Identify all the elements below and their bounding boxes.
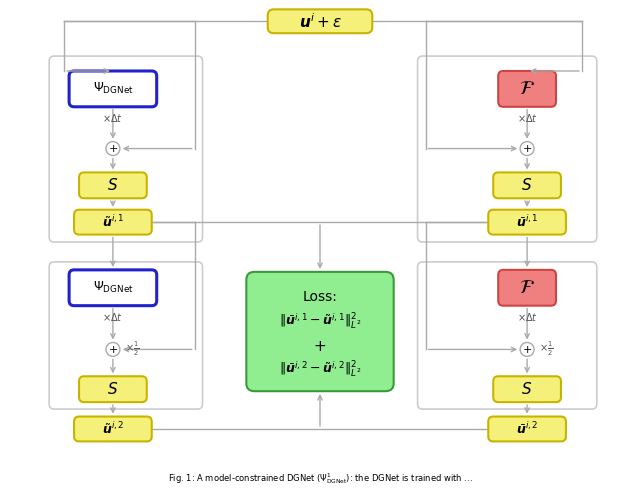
- Text: $\|\bar{\boldsymbol{u}}^{i,2} - \tilde{\boldsymbol{u}}^{i,2}\|^2_{L^2}$: $\|\bar{\boldsymbol{u}}^{i,2} - \tilde{\…: [279, 359, 361, 380]
- FancyBboxPatch shape: [493, 172, 561, 198]
- Text: $\bar{\boldsymbol{u}}^{i,1}$: $\bar{\boldsymbol{u}}^{i,1}$: [516, 214, 538, 230]
- Text: $\times \Delta t$: $\times \Delta t$: [102, 311, 124, 323]
- FancyBboxPatch shape: [69, 71, 157, 107]
- Text: $\Psi_\mathrm{DGNet}$: $\Psi_\mathrm{DGNet}$: [93, 280, 133, 295]
- Text: $+$: $+$: [108, 143, 118, 154]
- FancyBboxPatch shape: [488, 416, 566, 442]
- Text: $\mathcal{F}$: $\mathcal{F}$: [519, 80, 535, 98]
- Text: $\times\frac{1}{2}$: $\times\frac{1}{2}$: [125, 339, 140, 358]
- FancyBboxPatch shape: [246, 272, 394, 391]
- Text: $S$: $S$: [522, 381, 532, 397]
- Text: $\times \Delta t$: $\times \Delta t$: [102, 112, 124, 124]
- FancyBboxPatch shape: [493, 376, 561, 402]
- Text: $\times \Delta t$: $\times \Delta t$: [516, 112, 538, 124]
- Text: Fig. 1: A model-constrained DGNet ($\Psi^1_\mathrm{DGNet}$): the DGNet is traine: Fig. 1: A model-constrained DGNet ($\Psi…: [168, 471, 472, 486]
- Text: $+$: $+$: [108, 344, 118, 355]
- FancyBboxPatch shape: [498, 270, 556, 306]
- Text: $+$: $+$: [522, 143, 532, 154]
- Text: $\times \Delta t$: $\times \Delta t$: [516, 311, 538, 323]
- FancyBboxPatch shape: [79, 172, 147, 198]
- Text: $S$: $S$: [108, 381, 118, 397]
- Text: $S$: $S$: [522, 177, 532, 193]
- Text: $\tilde{\boldsymbol{u}}^{i,1}$: $\tilde{\boldsymbol{u}}^{i,1}$: [102, 214, 124, 230]
- FancyBboxPatch shape: [74, 210, 152, 235]
- Circle shape: [106, 342, 120, 356]
- Text: $+$: $+$: [522, 344, 532, 355]
- Text: $S$: $S$: [108, 177, 118, 193]
- FancyBboxPatch shape: [74, 416, 152, 442]
- FancyBboxPatch shape: [79, 376, 147, 402]
- Text: $\boldsymbol{u}^i + \varepsilon$: $\boldsymbol{u}^i + \varepsilon$: [299, 12, 341, 31]
- Text: $\tilde{\boldsymbol{u}}^{i,2}$: $\tilde{\boldsymbol{u}}^{i,2}$: [102, 421, 124, 437]
- FancyBboxPatch shape: [49, 262, 202, 409]
- Text: $\|\bar{\boldsymbol{u}}^{i,1} - \tilde{\boldsymbol{u}}^{i,1}\|^2_{L^2}$: $\|\bar{\boldsymbol{u}}^{i,1} - \tilde{\…: [279, 311, 361, 332]
- FancyBboxPatch shape: [488, 210, 566, 235]
- FancyBboxPatch shape: [49, 56, 202, 242]
- Circle shape: [106, 142, 120, 156]
- Text: $\Psi_\mathrm{DGNet}$: $\Psi_\mathrm{DGNet}$: [93, 82, 133, 96]
- Text: $+$: $+$: [314, 339, 326, 354]
- Text: Loss:: Loss:: [303, 289, 337, 304]
- Text: $\bar{\boldsymbol{u}}^{i,2}$: $\bar{\boldsymbol{u}}^{i,2}$: [516, 421, 538, 437]
- Circle shape: [520, 342, 534, 356]
- FancyBboxPatch shape: [268, 9, 372, 33]
- Text: $\times\frac{1}{2}$: $\times\frac{1}{2}$: [539, 339, 554, 358]
- FancyBboxPatch shape: [69, 270, 157, 306]
- Circle shape: [520, 142, 534, 156]
- FancyBboxPatch shape: [417, 56, 596, 242]
- FancyBboxPatch shape: [417, 262, 596, 409]
- FancyBboxPatch shape: [498, 71, 556, 107]
- Text: $\mathcal{F}$: $\mathcal{F}$: [519, 278, 535, 297]
